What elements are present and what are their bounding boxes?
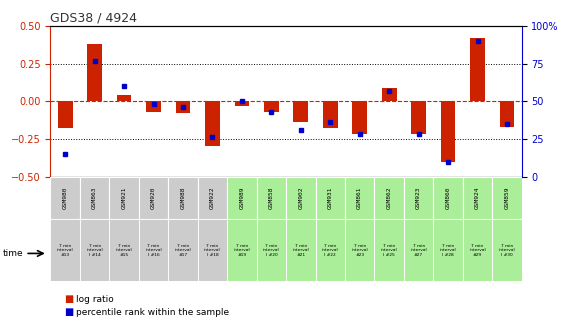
- Bar: [404, 177, 433, 219]
- Text: 7 min
interval
#23: 7 min interval #23: [351, 244, 368, 257]
- Bar: [264, 101, 279, 112]
- Text: 7 min
interval
#27: 7 min interval #27: [410, 244, 427, 257]
- Bar: [139, 177, 168, 219]
- Text: 7 min
interval
#21: 7 min interval #21: [292, 244, 309, 257]
- Bar: [293, 101, 308, 122]
- Text: GSM859: GSM859: [504, 187, 509, 209]
- Bar: [50, 219, 80, 281]
- Bar: [382, 88, 397, 101]
- Bar: [463, 219, 493, 281]
- Bar: [375, 219, 404, 281]
- Bar: [197, 219, 227, 281]
- Text: 7 min
interval
l #20: 7 min interval l #20: [263, 244, 280, 257]
- Bar: [286, 219, 315, 281]
- Bar: [227, 177, 256, 219]
- Bar: [50, 177, 80, 219]
- Text: GSM989: GSM989: [240, 187, 245, 209]
- Bar: [352, 101, 367, 134]
- Bar: [168, 177, 197, 219]
- Text: GSM988: GSM988: [181, 187, 186, 209]
- Bar: [286, 177, 315, 219]
- Bar: [315, 219, 345, 281]
- Text: 7 min
interval
l #14: 7 min interval l #14: [86, 244, 103, 257]
- Text: time: time: [3, 249, 24, 258]
- Bar: [257, 219, 286, 281]
- Text: 7 min
interval
#29: 7 min interval #29: [469, 244, 486, 257]
- Bar: [345, 177, 374, 219]
- Text: GSM931: GSM931: [328, 187, 333, 209]
- Text: GDS38 / 4924: GDS38 / 4924: [50, 12, 137, 25]
- Text: ■: ■: [65, 307, 73, 317]
- Text: GSM861: GSM861: [357, 187, 362, 209]
- Text: 7 min
interval
l #16: 7 min interval l #16: [145, 244, 162, 257]
- Text: GSM862: GSM862: [387, 187, 392, 209]
- Text: GSM858: GSM858: [269, 187, 274, 209]
- Text: ■: ■: [65, 294, 73, 304]
- Bar: [493, 219, 522, 281]
- Text: percentile rank within the sample: percentile rank within the sample: [76, 308, 229, 317]
- Text: GSM923: GSM923: [416, 187, 421, 209]
- Bar: [58, 101, 72, 129]
- Bar: [323, 101, 338, 129]
- Bar: [80, 177, 109, 219]
- Text: 7 min
interval
l #25: 7 min interval l #25: [381, 244, 398, 257]
- Bar: [117, 95, 131, 101]
- Bar: [88, 44, 102, 101]
- Bar: [205, 101, 220, 146]
- Bar: [463, 177, 493, 219]
- Text: 7 min
interval
l #18: 7 min interval l #18: [204, 244, 221, 257]
- Bar: [80, 219, 109, 281]
- Text: log ratio: log ratio: [76, 295, 113, 304]
- Text: GSM920: GSM920: [151, 187, 156, 209]
- Bar: [441, 101, 456, 162]
- Text: 7 min
interval
l #28: 7 min interval l #28: [440, 244, 457, 257]
- Text: GSM860: GSM860: [445, 187, 450, 209]
- Bar: [404, 219, 433, 281]
- Bar: [176, 101, 190, 113]
- Bar: [109, 177, 139, 219]
- Bar: [433, 219, 463, 281]
- Text: GSM980: GSM980: [63, 187, 68, 209]
- Text: 7 min
interval
#19: 7 min interval #19: [233, 244, 250, 257]
- Bar: [257, 177, 286, 219]
- Text: GSM863: GSM863: [92, 187, 97, 209]
- Bar: [500, 101, 514, 127]
- Bar: [227, 219, 256, 281]
- Bar: [168, 219, 197, 281]
- Text: GSM922: GSM922: [210, 187, 215, 209]
- Text: 7 min
interval
l #30: 7 min interval l #30: [499, 244, 516, 257]
- Bar: [109, 219, 139, 281]
- Text: GSM921: GSM921: [122, 187, 127, 209]
- Text: GSM924: GSM924: [475, 187, 480, 209]
- Bar: [139, 219, 168, 281]
- Bar: [197, 177, 227, 219]
- Bar: [433, 177, 463, 219]
- Bar: [493, 177, 522, 219]
- Bar: [234, 101, 249, 106]
- Bar: [470, 38, 485, 101]
- Text: 7 min
interval
#15: 7 min interval #15: [116, 244, 132, 257]
- Bar: [345, 219, 374, 281]
- Text: 7 min
interval
l #22: 7 min interval l #22: [322, 244, 339, 257]
- Bar: [411, 101, 426, 134]
- Bar: [146, 101, 161, 112]
- Bar: [375, 177, 404, 219]
- Text: 7 min
interval
#13: 7 min interval #13: [57, 244, 73, 257]
- Text: 7 min
interval
#17: 7 min interval #17: [174, 244, 191, 257]
- Text: GSM902: GSM902: [298, 187, 304, 209]
- Bar: [315, 177, 345, 219]
